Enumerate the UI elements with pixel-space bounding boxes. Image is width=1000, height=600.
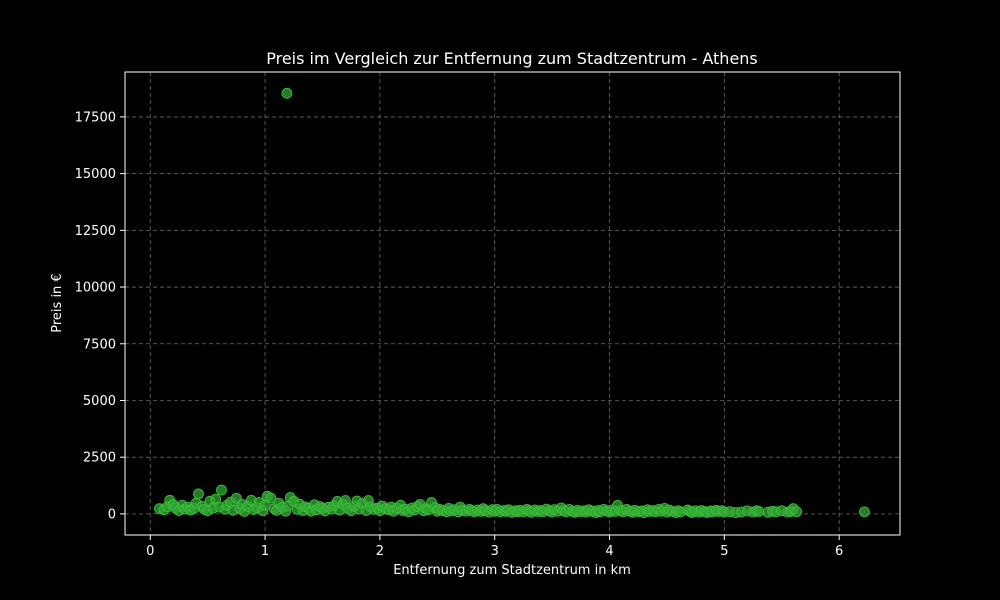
y-tick-label: 2500 <box>83 451 116 466</box>
y-tick-label: 10000 <box>75 281 116 296</box>
y-tick-label: 5000 <box>83 394 116 409</box>
x-tick-label: 4 <box>605 544 613 559</box>
chart-title: Preis im Vergleich zur Entfernung zum St… <box>266 49 758 68</box>
x-tick-label: 3 <box>491 544 499 559</box>
plot-frame <box>124 71 901 536</box>
scatter-point <box>216 484 227 496</box>
y-tick-label: 7500 <box>83 337 116 352</box>
x-tick-label: 5 <box>720 544 728 559</box>
y-tick-label: 0 <box>108 507 116 522</box>
scatter-point <box>193 488 204 500</box>
data-points <box>154 87 870 518</box>
scatter-point <box>791 506 803 518</box>
x-axis-ticks: 0 1 2 3 4 5 6 <box>146 535 843 559</box>
y-tick-label: 17500 <box>75 110 116 125</box>
x-tick-label: 2 <box>376 544 384 559</box>
scatter-point <box>859 506 870 518</box>
x-tick-label: 1 <box>261 544 269 559</box>
x-tick-label: 6 <box>835 544 843 559</box>
scatter-point <box>753 506 765 517</box>
y-axis-ticks: 0 2500 5000 7500 10000 12500 15000 17500 <box>75 110 125 522</box>
scatter-point <box>265 492 277 504</box>
x-axis-label: Entfernung zum Stadtzentrum in km <box>393 563 631 578</box>
y-tick-label: 15000 <box>75 167 116 182</box>
scatter-point <box>281 87 293 99</box>
y-tick-label: 12500 <box>75 224 116 239</box>
y-axis-label: Preis in € <box>50 273 65 332</box>
x-tick-label: 0 <box>146 544 154 559</box>
